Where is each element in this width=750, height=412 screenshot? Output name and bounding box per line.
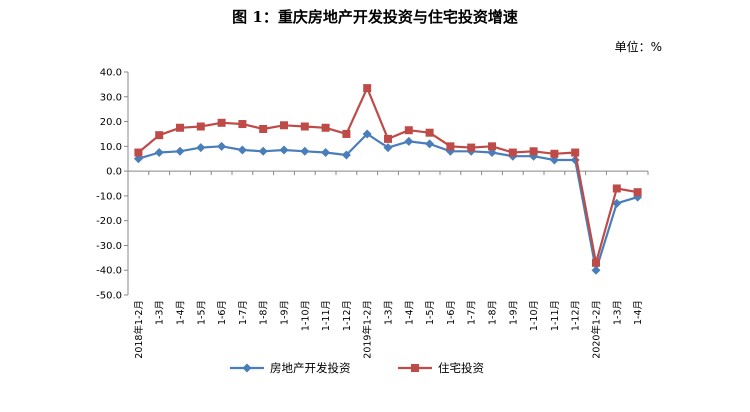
x-tick-label: 1-9月 — [508, 300, 519, 325]
data-point — [362, 129, 372, 139]
data-point — [196, 122, 205, 131]
data-point — [259, 124, 268, 133]
legend-item: 房地产开发投资 — [230, 361, 351, 375]
data-point — [280, 121, 288, 130]
data-point — [404, 136, 414, 146]
x-tick-label: 1-3月 — [612, 300, 623, 325]
data-point — [550, 149, 559, 158]
data-point — [238, 120, 247, 129]
legend-label: 住宅投资 — [438, 361, 484, 375]
legend-marker — [242, 363, 252, 373]
data-point — [363, 84, 372, 93]
data-point — [217, 141, 227, 151]
data-point — [155, 131, 164, 140]
data-point — [404, 126, 413, 135]
series-line — [137, 86, 638, 264]
data-point — [488, 142, 496, 151]
data-point — [176, 123, 184, 132]
data-point — [300, 122, 309, 131]
data-point — [508, 148, 517, 157]
data-point — [279, 145, 289, 155]
data-point — [341, 150, 351, 160]
x-tick-label: 1-5月 — [196, 300, 207, 325]
y-tick-label: -40.0 — [96, 266, 122, 277]
y-tick-label: -30.0 — [96, 241, 122, 252]
data-point — [154, 148, 164, 158]
chart-title: 图 1：重庆房地产开发投资与住宅投资增速 — [232, 8, 518, 26]
x-tick-label: 1-4月 — [633, 300, 644, 325]
x-tick-label: 2018年1-2月 — [133, 300, 145, 359]
data-point — [384, 134, 392, 143]
x-tick-label: 1-6月 — [217, 300, 228, 325]
data-point — [300, 146, 310, 156]
x-tick-label: 1-8月 — [259, 300, 270, 325]
series-2 — [134, 84, 642, 267]
series-layer — [133, 84, 643, 275]
x-tick-label: 1-3月 — [384, 300, 395, 325]
data-point — [321, 123, 330, 132]
x-tick-label: 1-11月 — [550, 300, 561, 331]
x-tick-label: 1-7月 — [467, 300, 478, 325]
data-point — [383, 143, 393, 153]
data-point — [134, 148, 143, 157]
legend-label: 房地产开发投资 — [270, 361, 351, 375]
x-tick-label: 1-9月 — [280, 300, 291, 325]
x-tick-label: 1-7月 — [238, 300, 249, 325]
legend-marker — [411, 364, 419, 372]
data-point — [571, 148, 580, 157]
data-point — [175, 146, 185, 156]
x-tick-labels: 2018年1-2月 1-3月 1-4月 1-5月 1-6月 1-7月 1-8月 1-9月 1-1… — [133, 300, 644, 359]
data-point — [446, 142, 455, 151]
x-tick-label: 1-11月 — [321, 300, 332, 331]
data-point — [612, 184, 621, 193]
data-point — [592, 258, 600, 267]
x-tick-label: 1-10月 — [529, 300, 540, 331]
data-point — [425, 128, 434, 137]
x-tick-label: 1-5月 — [425, 300, 436, 325]
x-tick-label: 2019年1-2月 — [362, 300, 374, 359]
data-point — [425, 139, 435, 149]
x-tick-label: 1-6月 — [446, 300, 457, 325]
x-tick-label: 1-4月 — [176, 300, 187, 325]
data-point — [342, 129, 351, 138]
legend: 房地产开发投资 住宅投资 — [230, 361, 484, 375]
data-point — [258, 146, 268, 156]
axes-layer — [124, 71, 649, 296]
x-tick-label: 1-4月 — [404, 300, 415, 325]
y-tick-label: 0.0 — [106, 167, 122, 178]
y-tick-label: -20.0 — [96, 216, 122, 227]
data-point — [529, 147, 538, 156]
data-point — [237, 145, 247, 155]
x-tick-label: 1-12月 — [571, 300, 582, 331]
data-point — [633, 188, 642, 197]
y-tick-label: 20.0 — [100, 117, 122, 128]
data-point — [467, 143, 476, 152]
y-tick-label: -10.0 — [96, 191, 122, 202]
data-point — [217, 118, 226, 127]
data-point — [612, 198, 622, 208]
x-tick-label: 1-12月 — [342, 300, 353, 331]
legend-item: 住宅投资 — [398, 361, 484, 375]
data-point — [321, 148, 331, 158]
x-tick-label: 1-10月 — [300, 300, 311, 331]
y-tick-label: 30.0 — [100, 92, 122, 103]
data-point — [196, 143, 206, 153]
x-tick-label: 1-8月 — [488, 300, 499, 325]
x-tick-label: 1-3月 — [155, 300, 166, 325]
y-tick-labels: 40.0 30.0 20.0 10.0 0.0 -10.0 -20.0 -30.0 -40.0 -… — [96, 68, 122, 302]
data-point — [591, 265, 601, 275]
y-tick-label: 40.0 — [100, 68, 122, 79]
y-tick-label: -50.0 — [96, 291, 122, 302]
series-1 — [133, 129, 643, 275]
y-tick-label: 10.0 — [100, 142, 122, 153]
unit-label: 单位：% — [614, 40, 662, 54]
x-tick-label: 2020年1-2月 — [591, 300, 603, 359]
